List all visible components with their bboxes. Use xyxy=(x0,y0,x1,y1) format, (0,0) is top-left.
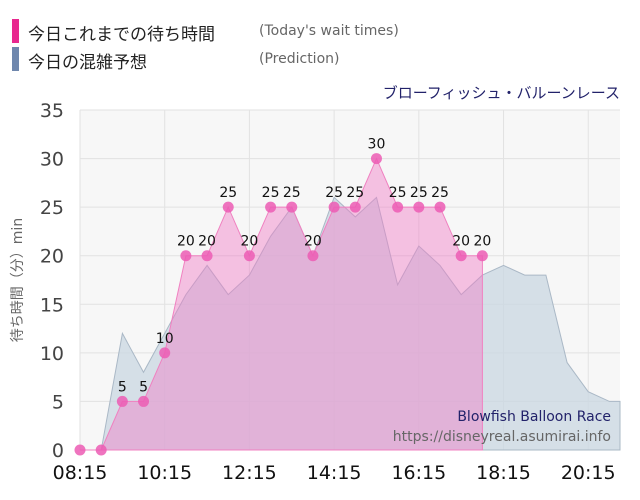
data-label: 30 xyxy=(368,137,386,153)
data-label: 25 xyxy=(389,185,407,201)
legend-label-predicted: 今日の混雑予想 xyxy=(28,53,147,73)
y-tick-label: 20 xyxy=(40,246,64,268)
prediction-area xyxy=(80,196,621,451)
x-tick-label: 12:15 xyxy=(222,462,277,484)
y-tick-label: 30 xyxy=(40,149,64,171)
data-point xyxy=(243,250,255,262)
data-label: 25 xyxy=(346,185,364,201)
data-label: 20 xyxy=(473,234,491,250)
data-point xyxy=(265,201,277,213)
data-point xyxy=(201,250,213,262)
y-axis-label: 待ち時間（分）min xyxy=(10,218,26,342)
data-point xyxy=(74,444,86,456)
data-point xyxy=(138,395,150,407)
data-point xyxy=(476,250,488,262)
data-label: 20 xyxy=(452,234,470,250)
y-tick-label: 15 xyxy=(40,294,64,316)
data-label: 25 xyxy=(219,185,237,201)
data-label: 10 xyxy=(156,331,174,347)
y-tick-label: 0 xyxy=(52,440,64,462)
legend-swatch-actual xyxy=(12,19,19,43)
data-label: 5 xyxy=(118,379,127,395)
data-point xyxy=(286,201,298,213)
y-tick-label: 5 xyxy=(52,391,64,413)
x-tick-label: 14:15 xyxy=(307,462,362,484)
data-label: 25 xyxy=(283,185,301,201)
data-label: 20 xyxy=(177,234,195,250)
x-axis-ticks: 08:15 10:15 12:15 14:15 16:15 18:15 20:15 xyxy=(53,462,616,484)
x-tick-label: 18:15 xyxy=(476,462,531,484)
data-point xyxy=(434,201,446,213)
data-point xyxy=(222,201,234,213)
data-label: 20 xyxy=(198,234,216,250)
x-tick-label: 08:15 xyxy=(53,462,108,484)
x-tick-label: 10:15 xyxy=(137,462,192,484)
actual-area xyxy=(80,157,483,451)
y-tick-label: 35 xyxy=(40,100,64,122)
legend-swatch-predicted xyxy=(12,47,19,71)
x-tick-label: 16:15 xyxy=(391,462,446,484)
data-point xyxy=(180,250,192,262)
data-point xyxy=(392,201,404,213)
data-label: 25 xyxy=(431,185,449,201)
legend-label-actual: 今日これまでの待ち時間 xyxy=(28,25,215,45)
data-point xyxy=(116,395,128,407)
legend-note-actual: (Today's wait times) xyxy=(259,23,399,39)
data-point xyxy=(307,250,319,262)
y-axis-ticks: 0 5 10 15 20 25 30 35 xyxy=(40,100,64,462)
actual-points xyxy=(74,153,488,456)
data-point xyxy=(349,201,361,213)
data-label: 20 xyxy=(304,234,322,250)
data-point xyxy=(159,347,171,359)
data-point xyxy=(328,201,340,213)
x-tick-label: 20:15 xyxy=(561,462,616,484)
data-label: 25 xyxy=(262,185,280,201)
watermark-url: https://disneyreal.asumirai.info xyxy=(393,429,611,445)
data-point xyxy=(95,444,107,456)
data-label: 25 xyxy=(410,185,428,201)
data-point xyxy=(455,250,467,262)
attraction-name: ブローフィッシュ・バルーンレース xyxy=(382,84,620,102)
data-label: 25 xyxy=(325,185,343,201)
data-label: 20 xyxy=(240,234,258,250)
data-point xyxy=(370,153,382,165)
legend-note-predicted: (Prediction) xyxy=(259,51,340,67)
y-tick-label: 25 xyxy=(40,197,64,219)
y-tick-label: 10 xyxy=(40,343,64,365)
data-label: 5 xyxy=(139,379,148,395)
data-point xyxy=(413,201,425,213)
watermark-name: Blowfish Balloon Race xyxy=(457,409,611,425)
